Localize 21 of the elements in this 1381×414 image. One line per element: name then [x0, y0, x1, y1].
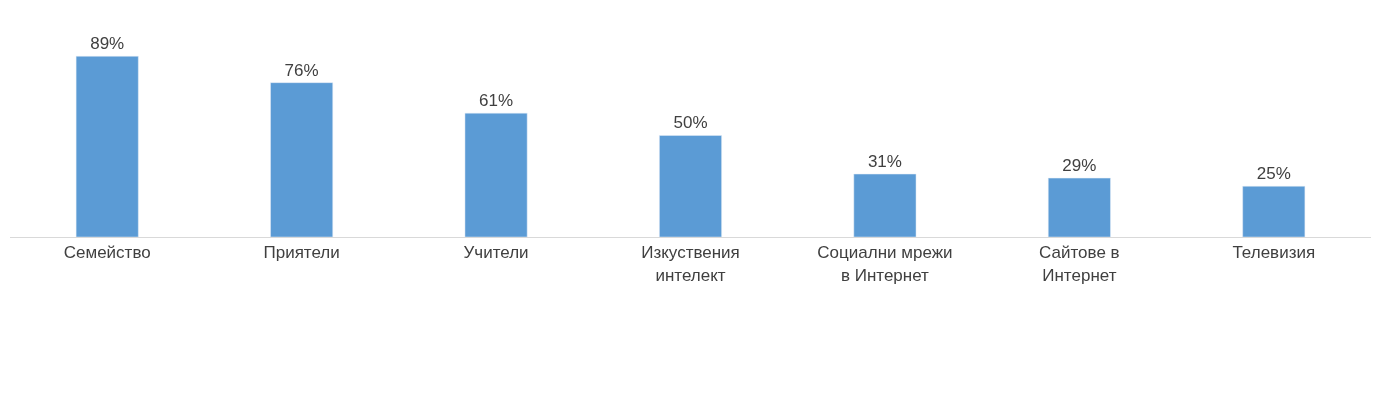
bar: [1048, 177, 1111, 237]
data-label: 76%: [284, 60, 319, 80]
bar: [464, 112, 528, 237]
x-tick-label: Изкуствения интелект: [641, 243, 740, 285]
bar: [1242, 185, 1306, 237]
data-label: 50%: [673, 113, 708, 133]
data-label: 89%: [90, 34, 125, 54]
bar: [659, 135, 722, 237]
x-tick-label: Телевизия: [1232, 243, 1316, 263]
data-label: 61%: [479, 91, 514, 111]
x-tick-label: Социални мрежи в Интернет: [817, 243, 953, 285]
x-tick-label: Семейство: [63, 243, 151, 263]
data-label: 29%: [1062, 156, 1097, 176]
bar: [75, 56, 139, 237]
x-tick-label: Сайтове в Интернет: [1039, 243, 1120, 285]
x-tick-label: Учители: [463, 243, 529, 263]
x-tick-label: Приятели: [263, 243, 340, 263]
data-label: 25%: [1256, 164, 1291, 184]
bar: [853, 173, 917, 237]
data-label: 31%: [867, 152, 902, 172]
bar: [270, 82, 333, 237]
